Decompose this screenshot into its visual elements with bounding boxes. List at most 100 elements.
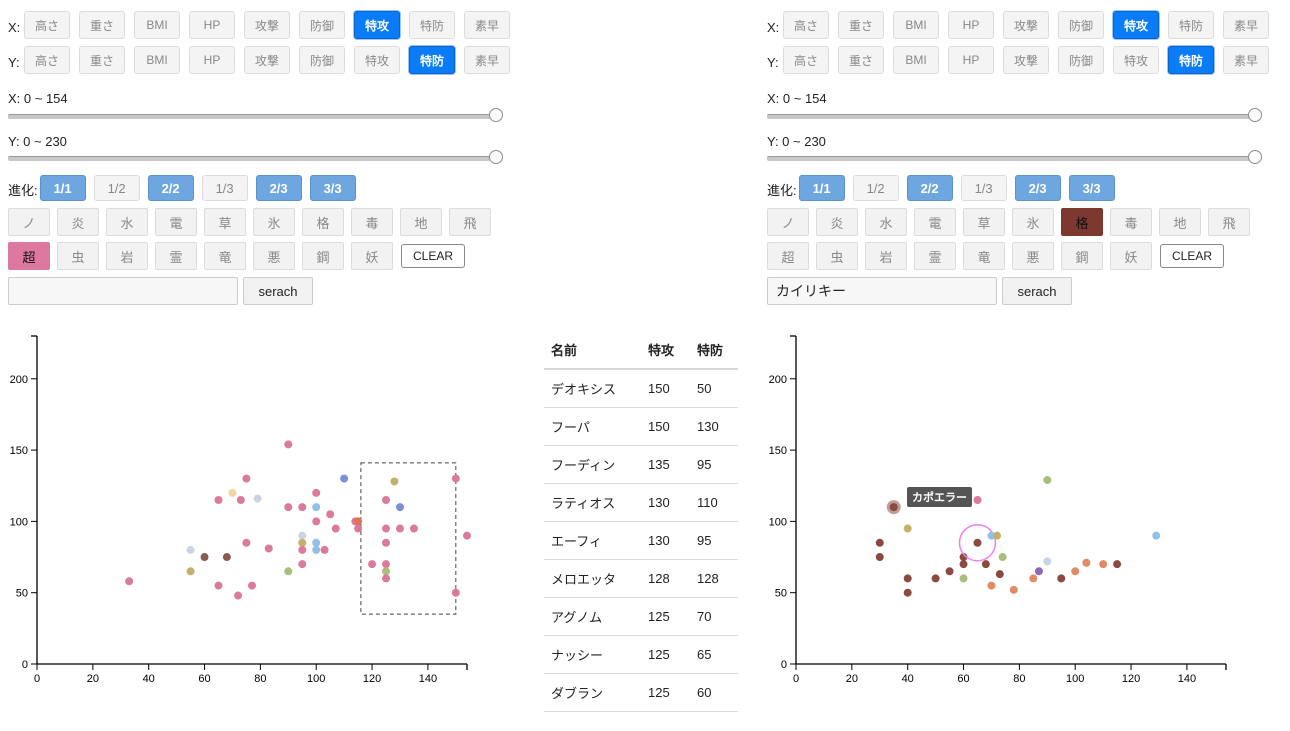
evolution-button-2[interactable]: 2/2 [147, 175, 194, 201]
y-stat-button-8[interactable]: 素早 [464, 46, 510, 74]
type-button-types_row1-1[interactable]: 炎 [816, 208, 858, 236]
table-body[interactable]: デオキシス 150 50 フーパ 150 130 フーディン 135 95 ラティオス 130 110… [544, 370, 738, 731]
evolution-button-0[interactable]: 1/1 [39, 175, 86, 201]
y-stat-button-2[interactable]: BMI [893, 46, 939, 74]
table-row[interactable]: ダブラン 125 60 [544, 674, 738, 712]
y-stat-button-0[interactable]: 高さ [783, 46, 829, 74]
table-row[interactable]: ナッシー 125 65 [544, 636, 738, 674]
x-stat-button-1[interactable]: 重さ [838, 11, 884, 39]
type-button-types_row2-2[interactable]: 岩 [865, 242, 907, 270]
type-button-types_row1-3[interactable]: 電 [914, 208, 956, 236]
type-button-types_row2-7[interactable]: 妖 [1110, 242, 1152, 270]
evolution-button-3[interactable]: 1/3 [201, 175, 248, 201]
table-row[interactable]: エーフィ 130 95 [544, 522, 738, 560]
type-button-types_row2-4[interactable]: 竜 [204, 242, 246, 270]
evolution-button-4[interactable]: 2/3 [255, 175, 302, 201]
type-button-types_row2-4[interactable]: 竜 [963, 242, 1005, 270]
type-button-types_row2-2[interactable]: 岩 [106, 242, 148, 270]
type-button-types_row1-2[interactable]: 水 [106, 208, 148, 236]
table-row[interactable]: フーパ 150 130 [544, 408, 738, 446]
type-button-types_row2-3[interactable]: 霊 [914, 242, 956, 270]
type-button-types_row2-7[interactable]: 妖 [351, 242, 393, 270]
table-row[interactable]: メロエッタ 128 128 [544, 560, 738, 598]
type-button-types_row2-0[interactable]: 超 [767, 242, 809, 270]
slider-handle[interactable] [489, 108, 503, 122]
table-row[interactable]: デオキシス 150 50 [544, 370, 738, 408]
slider-handle[interactable] [1248, 150, 1262, 164]
y-stat-button-1[interactable]: 重さ [79, 46, 125, 74]
type-button-types_row1-5[interactable]: 氷 [1012, 208, 1054, 236]
evolution-button-4[interactable]: 2/3 [1014, 175, 1061, 201]
type-button-types_row1-7[interactable]: 毒 [1110, 208, 1152, 236]
type-button-types_row1-4[interactable]: 草 [963, 208, 1005, 236]
y-stat-button-2[interactable]: BMI [134, 46, 180, 74]
scatter-plot[interactable]: 0 20 40 60 80 100 120 140 0 50 100 150 200 [767, 322, 1287, 711]
type-button-types_row1-8[interactable]: 地 [400, 208, 442, 236]
x-range-slider[interactable] [8, 108, 503, 124]
type-button-types_row1-8[interactable]: 地 [1159, 208, 1201, 236]
y-stat-button-7[interactable]: 特防 [409, 46, 455, 74]
x-stat-button-2[interactable]: BMI [893, 11, 939, 39]
evolution-button-5[interactable]: 3/3 [1068, 175, 1115, 201]
x-stat-button-4[interactable]: 攻撃 [1003, 11, 1049, 39]
x-range-slider[interactable] [767, 108, 1262, 124]
x-stat-button-0[interactable]: 高さ [24, 11, 70, 39]
type-button-types_row1-2[interactable]: 水 [865, 208, 907, 236]
x-stat-button-8[interactable]: 素早 [464, 11, 510, 39]
type-button-types_row2-0[interactable]: 超 [8, 242, 50, 270]
y-stat-button-6[interactable]: 特攻 [354, 46, 400, 74]
y-stat-button-8[interactable]: 素早 [1223, 46, 1269, 74]
y-stat-button-6[interactable]: 特攻 [1113, 46, 1159, 74]
type-button-types_row2-6[interactable]: 鋼 [1061, 242, 1103, 270]
type-button-types_row1-5[interactable]: 氷 [253, 208, 295, 236]
y-stat-button-5[interactable]: 防御 [299, 46, 345, 74]
type-button-types_row2-3[interactable]: 霊 [155, 242, 197, 270]
type-button-types_row2-5[interactable]: 悪 [1012, 242, 1054, 270]
y-stat-button-1[interactable]: 重さ [838, 46, 884, 74]
type-button-types_row1-9[interactable]: 飛 [449, 208, 491, 236]
type-button-types_row1-6[interactable]: 格 [1061, 208, 1103, 236]
type-button-types_row1-0[interactable]: ノ [8, 208, 50, 236]
slider-handle[interactable] [489, 150, 503, 164]
y-stat-button-3[interactable]: HP [948, 46, 994, 74]
x-stat-button-4[interactable]: 攻撃 [244, 11, 290, 39]
search-input[interactable] [767, 277, 997, 305]
evolution-button-3[interactable]: 1/3 [960, 175, 1007, 201]
table-row[interactable]: アグノム 125 70 [544, 598, 738, 636]
type-button-types_row2-1[interactable]: 虫 [816, 242, 858, 270]
type-button-types_row1-9[interactable]: 飛 [1208, 208, 1250, 236]
x-stat-button-6[interactable]: 特攻 [1113, 11, 1159, 39]
search-input[interactable] [8, 277, 238, 305]
y-stat-button-5[interactable]: 防御 [1058, 46, 1104, 74]
scatter-plot[interactable]: 0 20 40 60 80 100 120 140 0 50 100 150 200 [8, 322, 528, 711]
evolution-button-1[interactable]: 1/2 [93, 175, 140, 201]
x-stat-button-3[interactable]: HP [189, 11, 235, 39]
type-button-types_row1-3[interactable]: 電 [155, 208, 197, 236]
evolution-button-0[interactable]: 1/1 [798, 175, 845, 201]
search-button[interactable]: serach [1002, 277, 1072, 305]
y-range-slider[interactable] [8, 150, 503, 166]
clear-button[interactable]: CLEAR [401, 244, 465, 268]
x-stat-button-6[interactable]: 特攻 [354, 11, 400, 39]
evolution-button-2[interactable]: 2/2 [906, 175, 953, 201]
x-stat-button-1[interactable]: 重さ [79, 11, 125, 39]
type-button-types_row1-0[interactable]: ノ [767, 208, 809, 236]
x-stat-button-5[interactable]: 防御 [299, 11, 345, 39]
x-stat-button-7[interactable]: 特防 [409, 11, 455, 39]
type-button-types_row1-7[interactable]: 毒 [351, 208, 393, 236]
x-stat-button-2[interactable]: BMI [134, 11, 180, 39]
table-row[interactable]: ラティオス 130 110 [544, 484, 738, 522]
y-stat-button-4[interactable]: 攻撃 [244, 46, 290, 74]
evolution-button-1[interactable]: 1/2 [852, 175, 899, 201]
table-row[interactable]: フーディン 135 95 [544, 446, 738, 484]
search-button[interactable]: serach [243, 277, 313, 305]
x-stat-button-7[interactable]: 特防 [1168, 11, 1214, 39]
y-stat-button-0[interactable]: 高さ [24, 46, 70, 74]
type-button-types_row1-4[interactable]: 草 [204, 208, 246, 236]
x-stat-button-0[interactable]: 高さ [783, 11, 829, 39]
type-button-types_row1-6[interactable]: 格 [302, 208, 344, 236]
x-stat-button-5[interactable]: 防御 [1058, 11, 1104, 39]
x-stat-button-3[interactable]: HP [948, 11, 994, 39]
evolution-button-5[interactable]: 3/3 [309, 175, 356, 201]
y-range-slider[interactable] [767, 150, 1262, 166]
